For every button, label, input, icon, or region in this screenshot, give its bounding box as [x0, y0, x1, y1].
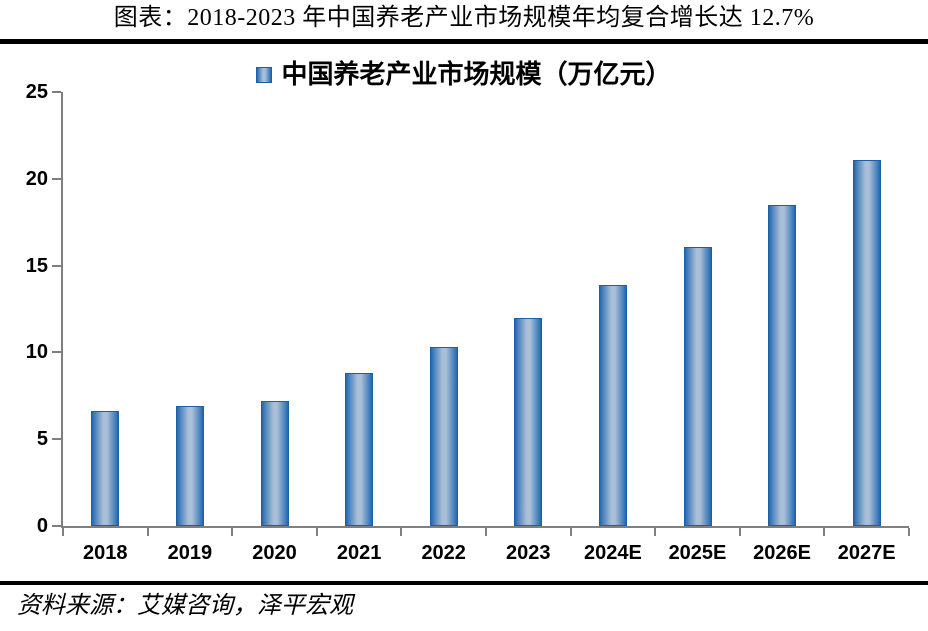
- y-axis-tick: [52, 264, 61, 267]
- x-axis-tick: [908, 528, 910, 536]
- x-axis-tick: [62, 528, 64, 536]
- bar-2018: [91, 411, 120, 526]
- bar-2026E: [768, 204, 797, 526]
- y-axis-tick-label: 25: [25, 81, 48, 103]
- bottom-divider: [0, 581, 928, 585]
- y-axis-tick-label: 15: [25, 254, 48, 277]
- legend-label: 中国养老产业市场规模（万亿元）: [281, 59, 672, 89]
- x-axis-label: 2020: [252, 542, 297, 564]
- x-axis-label: 2026E: [753, 542, 812, 564]
- x-axis-tick: [231, 528, 234, 536]
- y-axis-tick-label: 10: [25, 341, 48, 364]
- source-note: 资料来源：艾媒咨询，泽平宏观: [17, 593, 353, 619]
- x-axis-tick: [315, 528, 318, 536]
- x-axis-tick: [146, 528, 149, 536]
- bar-2021: [345, 373, 374, 526]
- y-axis-tick: [52, 91, 61, 93]
- x-axis-tick: [569, 528, 572, 536]
- y-axis-tick-label: 0: [36, 515, 48, 537]
- x-axis-tick: [823, 528, 826, 536]
- x-axis-label: 2023: [506, 542, 551, 564]
- x-axis-label: 2021: [336, 542, 382, 564]
- x-axis-label: 2027E: [837, 542, 896, 564]
- page-title: 图表：2018-2023 年中国养老产业市场规模年均复合增长达 12.7%: [113, 5, 815, 31]
- bar-2022: [429, 347, 458, 526]
- bar-2019: [175, 406, 204, 526]
- x-axis-tick: [400, 528, 403, 536]
- x-axis-label: 2022: [421, 542, 466, 564]
- legend: 中国养老产业市场规模（万亿元）: [0, 59, 928, 90]
- plot-area: 0 5 10 15 20 25 2018 2019 2020 2021 2022 2023 2024E 2…: [26, 82, 910, 564]
- bar-2020: [260, 401, 289, 526]
- bar-2027E: [852, 159, 881, 526]
- x-axis-label: 2025E: [668, 542, 727, 564]
- y-axis-tick: [52, 177, 61, 180]
- x-axis-tick: [654, 528, 657, 536]
- bar-2025E: [683, 246, 712, 526]
- x-axis-tick: [738, 528, 741, 536]
- y-axis-tick-label: 5: [36, 428, 48, 451]
- bar-2023: [514, 317, 543, 526]
- x-axis-tick: [485, 528, 487, 536]
- y-axis-tick: [52, 525, 61, 527]
- legend-swatch-icon: [256, 66, 273, 83]
- x-axis-label: 2018: [83, 542, 128, 564]
- y-axis-tick: [52, 351, 61, 354]
- x-axis-label: 2024E: [583, 542, 642, 564]
- y-axis-tick: [52, 438, 61, 441]
- bar-2024E: [598, 284, 627, 526]
- y-axis-tick-label: 20: [25, 167, 48, 190]
- top-divider: [0, 39, 928, 44]
- x-axis-label: 2019: [167, 542, 213, 564]
